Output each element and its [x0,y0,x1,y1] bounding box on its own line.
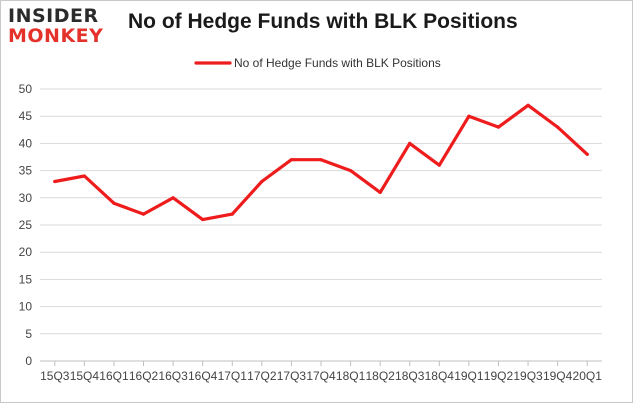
y-tick-label-20: 20 [19,245,33,259]
y-tick-label-25: 25 [19,218,33,232]
y-tick-label-15: 15 [19,272,33,286]
y-axis-ticks: 0 5 10 15 20 25 30 35 40 45 50 [19,82,33,368]
data-point-16Q4: 16Q4: 26 [201,217,205,222]
x-tick-label-19Q1: 19Q1 [454,369,484,383]
x-tick-label-17Q1: 17Q1 [218,369,248,383]
series-group: 15Q3: 33 15Q4: 34 16Q1: 29 16Q2: 27 16Q3: 30… [53,103,589,222]
data-point-18Q3: 18Q3: 40 [408,141,412,145]
logo-line-1: INSIDER [8,5,99,27]
data-point-16Q2: 16Q2: 27 [141,212,146,216]
data-point-16Q3: 16Q3: 30 [171,196,175,200]
y-tick-label-50: 50 [19,82,33,96]
legend: No of Hedge Funds with BLK Positions [194,56,441,70]
y-tick-label-10: 10 [19,300,33,314]
x-tick-label-18Q1: 18Q1 [336,369,366,383]
insider-monkey-logo: INSIDER MONKEY [8,6,118,50]
x-tick-label-17Q2: 17Q2 [247,369,277,383]
x-tick-label-18Q3: 18Q3 [395,369,425,383]
data-point-18Q2: 18Q2: 31 [378,190,382,194]
x-tick-label-18Q2: 18Q2 [365,369,395,383]
x-tick-label-19Q4: 19Q4 [543,369,573,383]
data-point-19Q4: 19Q4: 43 [556,125,560,129]
x-tick-label-16Q2: 16Q2 [129,369,159,383]
gridlines [40,88,602,362]
data-point-17Q1: 17Q1: 27 [230,212,234,216]
data-point-19Q2: 19Q2: 43 [496,125,501,129]
x-tick-label-17Q4: 17Q4 [306,369,336,383]
x-tick-label-16Q1: 16Q1 [99,369,129,383]
x-tick-label-19Q3: 19Q3 [513,369,543,383]
x-tick-label-16Q3: 16Q3 [158,369,188,383]
x-tick-label-17Q3: 17Q3 [277,369,307,383]
y-tick-label-40: 40 [19,136,33,150]
x-tick-label-20Q1: 20Q1 [573,369,603,383]
x-tick-label-15Q3: 15Q3 [40,369,70,383]
x-tick-label-19Q2: 19Q2 [484,369,514,383]
data-point-17Q2: 17Q2: 33 [260,179,264,184]
series-line-0 [53,103,589,222]
data-point-15Q3: 15Q3: 33 [53,179,57,184]
data-point-15Q4: 15Q4: 34 [82,174,86,178]
chart-title: No of Hedge Funds with BLK Positions [128,10,518,33]
x-axis-ticks: 15Q3 15Q4 16Q1 16Q2 16Q3 16Q4 17Q1 17Q2 17Q3 17Q4… [40,361,602,383]
y-tick-label-0: 0 [25,354,32,368]
data-point-16Q1: 16Q1: 29 [112,201,116,205]
x-tick-label-15Q4: 15Q4 [70,369,100,383]
y-tick-label-45: 45 [19,109,33,123]
y-tick-label-30: 30 [19,191,33,205]
x-tick-label-18Q4: 18Q4 [425,369,455,383]
data-point-18Q4: 18Q4: 36 [437,163,441,167]
logo-line-2: MONKEY [8,25,104,47]
data-point-19Q3: 19Q3: 47 [526,103,530,107]
data-point-20Q1: 20Q1: 38 [585,152,589,156]
y-tick-label-35: 35 [19,164,33,178]
data-point-18Q1: 18Q1: 35 [348,169,353,173]
data-point-17Q3: 17Q3: 37 [289,158,294,162]
y-tick-label-5: 5 [25,327,32,341]
legend-label: No of Hedge Funds with BLK Positions [234,56,441,70]
data-point-17Q4: 17Q4: 37 [319,158,323,162]
x-tick-label-16Q4: 16Q4 [188,369,218,383]
data-point-19Q1: 19Q1: 45 [467,114,471,118]
